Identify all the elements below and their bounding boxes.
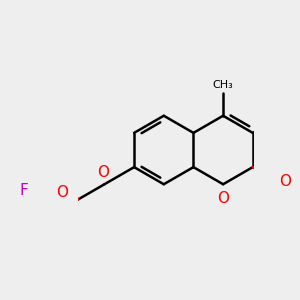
Text: O: O bbox=[217, 190, 229, 206]
Text: O: O bbox=[98, 165, 110, 180]
Text: O: O bbox=[56, 184, 68, 200]
Text: F: F bbox=[19, 183, 28, 198]
Text: O: O bbox=[279, 174, 291, 189]
Text: CH₃: CH₃ bbox=[213, 80, 233, 90]
